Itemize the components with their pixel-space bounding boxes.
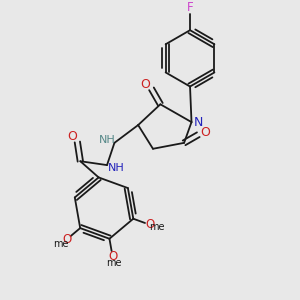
Text: O: O [146, 218, 154, 231]
Text: O: O [62, 233, 71, 246]
Text: O: O [200, 126, 210, 139]
Text: me: me [149, 222, 164, 232]
Text: NH: NH [99, 136, 116, 146]
Text: O: O [108, 250, 117, 263]
Text: me: me [106, 258, 122, 268]
Text: NH: NH [107, 163, 124, 173]
Text: O: O [67, 130, 77, 143]
Text: N: N [193, 116, 203, 129]
Text: F: F [187, 1, 193, 14]
Text: me: me [53, 239, 69, 249]
Text: O: O [140, 78, 150, 91]
